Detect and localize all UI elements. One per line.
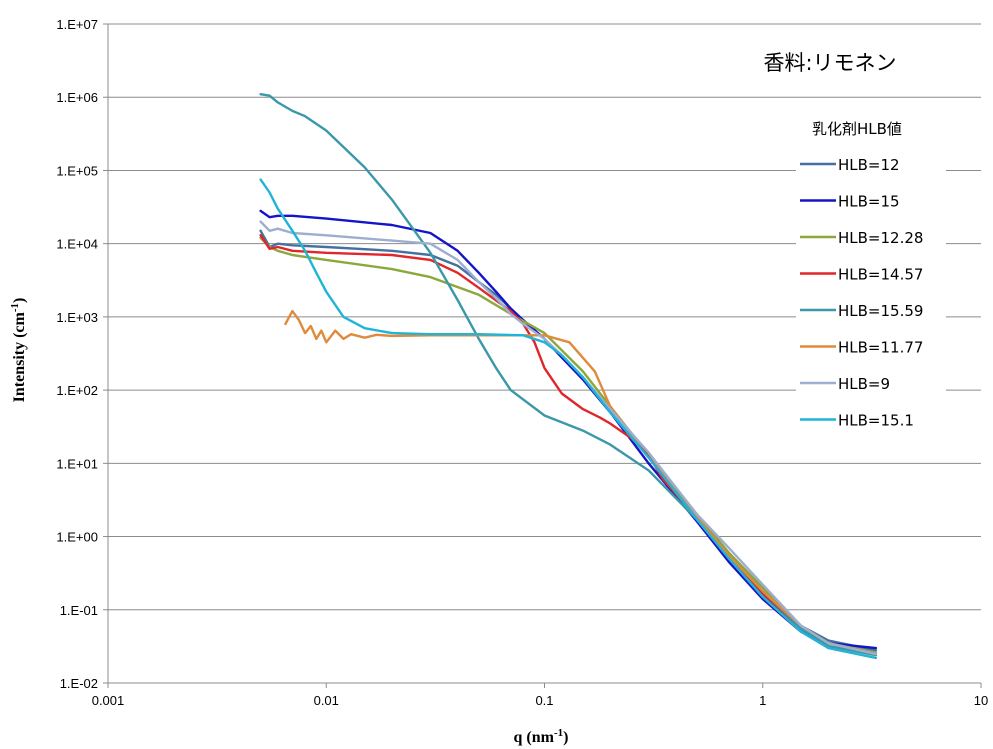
y-tick-label: 1.E+03 [56,310,98,325]
y-tick-label: 1.E+01 [56,456,98,471]
series-line-2 [259,209,878,650]
gridlines [108,23,981,611]
y-tick-label: 1.E+07 [56,17,98,32]
legend-title: 乳化剤HLB値 [812,120,902,138]
y-tick-label: 1.E+00 [56,530,98,545]
y-tick-label: 1.E+05 [56,163,98,178]
x-tick-label: 0.01 [314,693,339,708]
legend-label-7: HLB=9 [838,375,890,393]
series-line-6 [284,309,878,656]
legend-label-5: HLB=15.59 [838,302,923,320]
legend-label-6: HLB=11.77 [838,339,923,357]
y-tick-label: 1.E+06 [56,90,98,105]
legend-background [796,112,946,442]
y-tick-label: 1.E-02 [60,676,98,691]
x-tick-label: 0.001 [92,693,125,708]
y-tick-label: 1.E+04 [56,237,98,252]
series-lines [259,93,878,660]
legend-label-8: HLB=15.1 [838,412,914,430]
x-axis-title: q (nm-1) [514,727,569,746]
series-line-8 [259,178,878,660]
y-axis-title: Intensity (cm-1) [9,298,28,403]
legend-label-2: HLB=15 [838,193,900,211]
series-line-3 [259,236,878,654]
legend-label-4: HLB=14.57 [838,266,923,284]
legend-label-3: HLB=12.28 [838,229,923,247]
x-tick-label: 10 [974,693,988,708]
legend-label-1: HLB=12 [838,156,900,174]
chart-annotation: 香料:リモネン [763,51,896,75]
series-line-5 [259,93,878,657]
series-line-4 [259,234,878,656]
axes [103,23,982,688]
y-tick-label: 1.E-01 [60,603,98,618]
legend: 乳化剤HLB値 HLB=12 HLB=15 HLB=12.28 HLB=14.57 HLB… [796,112,946,442]
series-line-7 [259,220,878,656]
x-tick-label: 0.1 [535,693,553,708]
x-tick-label: 1 [759,693,766,708]
y-tick-label: 1.E+02 [56,383,98,398]
series-line-1 [259,229,878,652]
tick-labels: 1.E-02 1.E-01 1.E+00 1.E+01 1.E+02 1.E+03 1.E+… [56,17,988,708]
